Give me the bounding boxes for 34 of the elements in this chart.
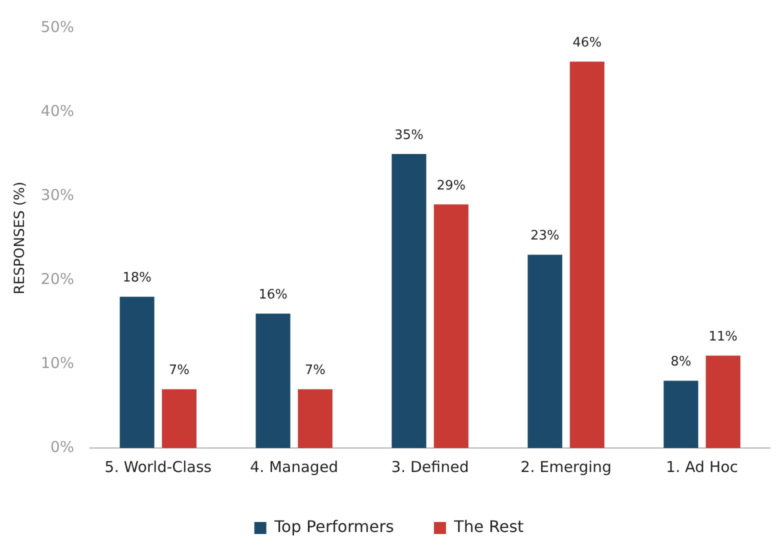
- data-label: 46%: [572, 35, 602, 50]
- bar: [120, 296, 154, 448]
- bar: [434, 204, 468, 448]
- x-tick-label: 4. Managed: [250, 458, 338, 476]
- data-label: 29%: [436, 178, 466, 194]
- y-tick-label: 50%: [40, 18, 74, 36]
- data-label: 7%: [168, 363, 190, 378]
- x-tick-label: 3. Defined: [391, 458, 469, 476]
- data-label: 11%: [708, 329, 738, 344]
- y-tick-label: 20%: [40, 270, 74, 288]
- data-label: 7%: [304, 363, 326, 378]
- x-tick-label: 1. Ad Hoc: [666, 458, 738, 476]
- y-tick-label: 0%: [50, 438, 74, 456]
- x-tick-label: 5. World-Class: [104, 458, 212, 476]
- legend-label: Top Performers: [273, 517, 394, 536]
- data-label: 35%: [394, 128, 424, 143]
- y-axis-title: RESPONSES (%): [12, 182, 28, 294]
- bar: [570, 62, 604, 448]
- y-tick-label: 10%: [40, 354, 74, 372]
- bar: [664, 380, 698, 448]
- data-label: 16%: [258, 287, 288, 302]
- legend-label: The Rest: [452, 517, 524, 536]
- data-label: 23%: [530, 228, 560, 244]
- y-tick-label: 40%: [40, 102, 74, 120]
- bar: [298, 389, 332, 448]
- bar: [528, 254, 562, 448]
- bar: [256, 314, 290, 448]
- data-label: 18%: [122, 270, 152, 286]
- bar: [162, 389, 196, 448]
- x-tick-label: 2. Emerging: [520, 458, 612, 476]
- data-label: 8%: [670, 354, 692, 370]
- y-tick-label: 30%: [40, 186, 74, 204]
- bar: [392, 154, 426, 448]
- bar: [706, 356, 740, 448]
